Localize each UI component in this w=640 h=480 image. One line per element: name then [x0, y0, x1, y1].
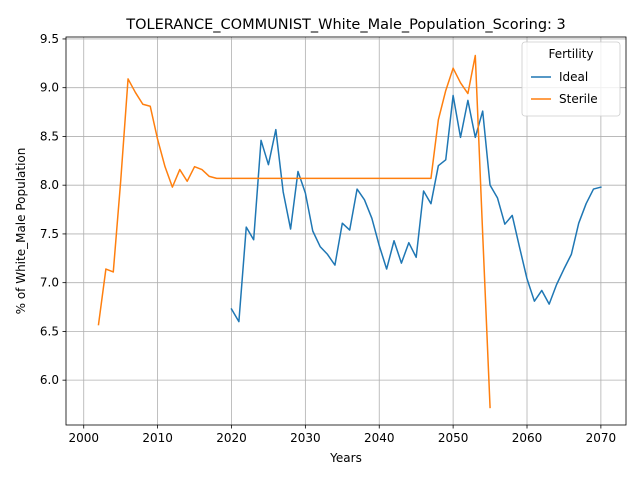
legend-label-sterile: Sterile	[559, 92, 598, 106]
legend-title: Fertility	[548, 47, 593, 61]
plot-frame	[65, 36, 627, 426]
y-tick-label: 7.0	[40, 276, 59, 290]
x-axis-label: Years	[329, 451, 362, 465]
y-axis-label: % of White_Male Population	[14, 148, 28, 315]
legend: Fertility Ideal Sterile	[521, 41, 621, 117]
x-tick-label: 2040	[364, 431, 395, 445]
y-tick-label: 9.5	[40, 32, 59, 46]
y-tick-label: 6.5	[40, 324, 59, 338]
y-axis-ticks: 6.0 6.5 7.0 7.5 8.0 8.5 9.0 9.5	[40, 32, 66, 387]
y-tick-label: 8.0	[40, 178, 59, 192]
x-tick-label: 2020	[216, 431, 247, 445]
series-line-sterile	[97, 54, 491, 409]
y-tick-label: 8.5	[40, 129, 59, 143]
legend-frame	[521, 41, 621, 117]
y-tick-label: 9.0	[40, 81, 59, 95]
x-axis-ticks: 2000 2010 2020 2030 2040 2050 2060 2070	[68, 425, 616, 445]
y-tick-label: 6.0	[40, 373, 59, 387]
x-tick-label: 2030	[290, 431, 321, 445]
chart-title: TOLERANCE_COMMUNIST_White_Male_Populatio…	[125, 17, 566, 33]
x-tick-label: 2050	[438, 431, 469, 445]
y-tick-label: 7.5	[40, 227, 59, 241]
series-line-ideal	[230, 94, 602, 323]
x-tick-label: 2000	[68, 431, 99, 445]
x-tick-label: 2060	[512, 431, 543, 445]
x-tick-label: 2010	[142, 431, 173, 445]
legend-label-ideal: Ideal	[559, 70, 588, 84]
x-tick-label: 2070	[586, 431, 617, 445]
series-lines	[97, 54, 602, 409]
